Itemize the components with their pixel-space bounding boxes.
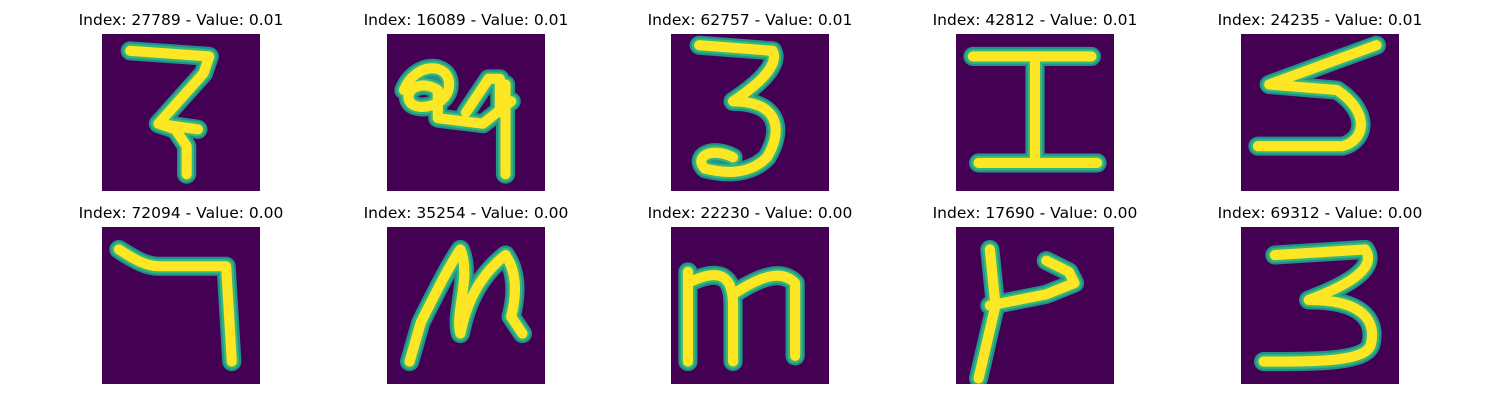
sample-panel: Index: 35254 - Value: 0.00 — [316, 201, 616, 401]
sample-panel: Index: 22230 - Value: 0.00 — [600, 201, 900, 401]
character-glyph — [956, 34, 1114, 191]
sample-panel: Index: 24235 - Value: 0.01 — [1170, 8, 1470, 208]
sample-panel: Index: 16089 - Value: 0.01 — [316, 8, 616, 208]
sample-panel: Index: 62757 - Value: 0.01 — [600, 8, 900, 208]
panel-title: Index: 22230 - Value: 0.00 — [647, 204, 853, 222]
panel-title: Index: 24235 - Value: 0.01 — [1217, 11, 1423, 29]
character-glyph — [387, 34, 545, 191]
character-image — [387, 34, 545, 191]
character-image — [956, 227, 1114, 384]
panel-title: Index: 62757 - Value: 0.01 — [647, 11, 853, 29]
sample-panel: Index: 17690 - Value: 0.00 — [885, 201, 1185, 401]
character-glyph — [671, 34, 829, 191]
stroke-core — [1252, 40, 1382, 152]
stroke-core — [404, 244, 528, 367]
panel-title: Index: 42812 - Value: 0.01 — [932, 11, 1138, 29]
panel-title: Index: 69312 - Value: 0.00 — [1217, 204, 1423, 222]
panel-title: Index: 17690 - Value: 0.00 — [932, 204, 1138, 222]
panel-title: Index: 35254 - Value: 0.00 — [363, 204, 569, 222]
stroke-core — [973, 244, 1080, 384]
stroke-core — [398, 63, 517, 180]
stroke-core — [694, 40, 781, 177]
panel-title: Index: 27789 - Value: 0.01 — [78, 11, 284, 29]
panel-title: Index: 16089 - Value: 0.01 — [363, 11, 569, 29]
character-glyph — [1241, 34, 1399, 191]
sample-panel: Index: 72094 - Value: 0.00 — [31, 201, 331, 401]
character-glyph — [102, 34, 260, 191]
character-glyph — [102, 227, 260, 384]
panel-title: Index: 72094 - Value: 0.00 — [78, 204, 284, 222]
character-image — [102, 34, 260, 191]
character-glyph — [956, 227, 1114, 384]
character-image — [671, 34, 829, 191]
character-glyph — [1241, 227, 1399, 384]
stroke-core — [682, 266, 801, 367]
stroke-core — [967, 51, 1103, 169]
sample-panel: Index: 69312 - Value: 0.00 — [1170, 201, 1470, 401]
character-image — [671, 227, 829, 384]
character-image — [102, 227, 260, 384]
character-image — [956, 34, 1114, 191]
character-glyph — [387, 227, 545, 384]
character-image — [1241, 227, 1399, 384]
character-image — [1241, 34, 1399, 191]
stroke-core — [1258, 244, 1378, 367]
sample-panel: Index: 42812 - Value: 0.01 — [885, 8, 1185, 208]
character-glyph — [671, 227, 829, 384]
stroke-core — [113, 244, 237, 367]
sample-panel: Index: 27789 - Value: 0.01 — [31, 8, 331, 208]
stroke-core — [125, 45, 215, 180]
character-image — [387, 227, 545, 384]
